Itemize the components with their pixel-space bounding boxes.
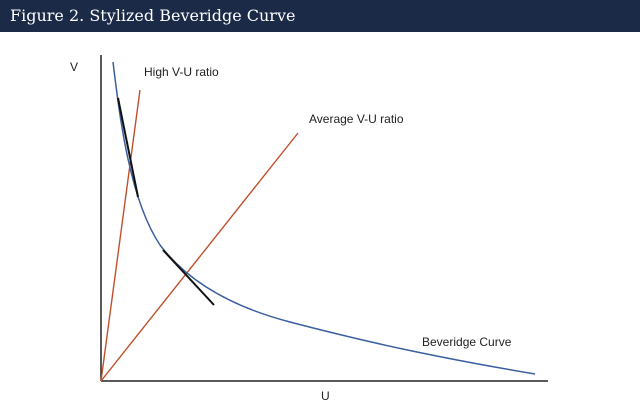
beveridge-figure: V U High V-U ratio Average V-U ratio Bev…	[0, 32, 640, 413]
x-axis-label: U	[321, 389, 330, 403]
beveridge-diagram: V U High V-U ratio Average V-U ratio Bev…	[70, 55, 548, 403]
average-ratio-tangent	[162, 249, 215, 306]
curve-label: Beveridge Curve	[422, 335, 512, 349]
average-ratio-label: Average V-U ratio	[309, 112, 404, 126]
high-ratio-line	[100, 89, 141, 382]
high-ratio-tangent	[117, 97, 139, 198]
figure-title: Figure 2. Stylized Beveridge Curve	[0, 0, 640, 32]
average-ratio-line	[100, 132, 299, 382]
beveridge-curve	[112, 61, 536, 375]
y-axis-label: V	[70, 60, 78, 74]
high-ratio-label: High V-U ratio	[144, 65, 219, 79]
